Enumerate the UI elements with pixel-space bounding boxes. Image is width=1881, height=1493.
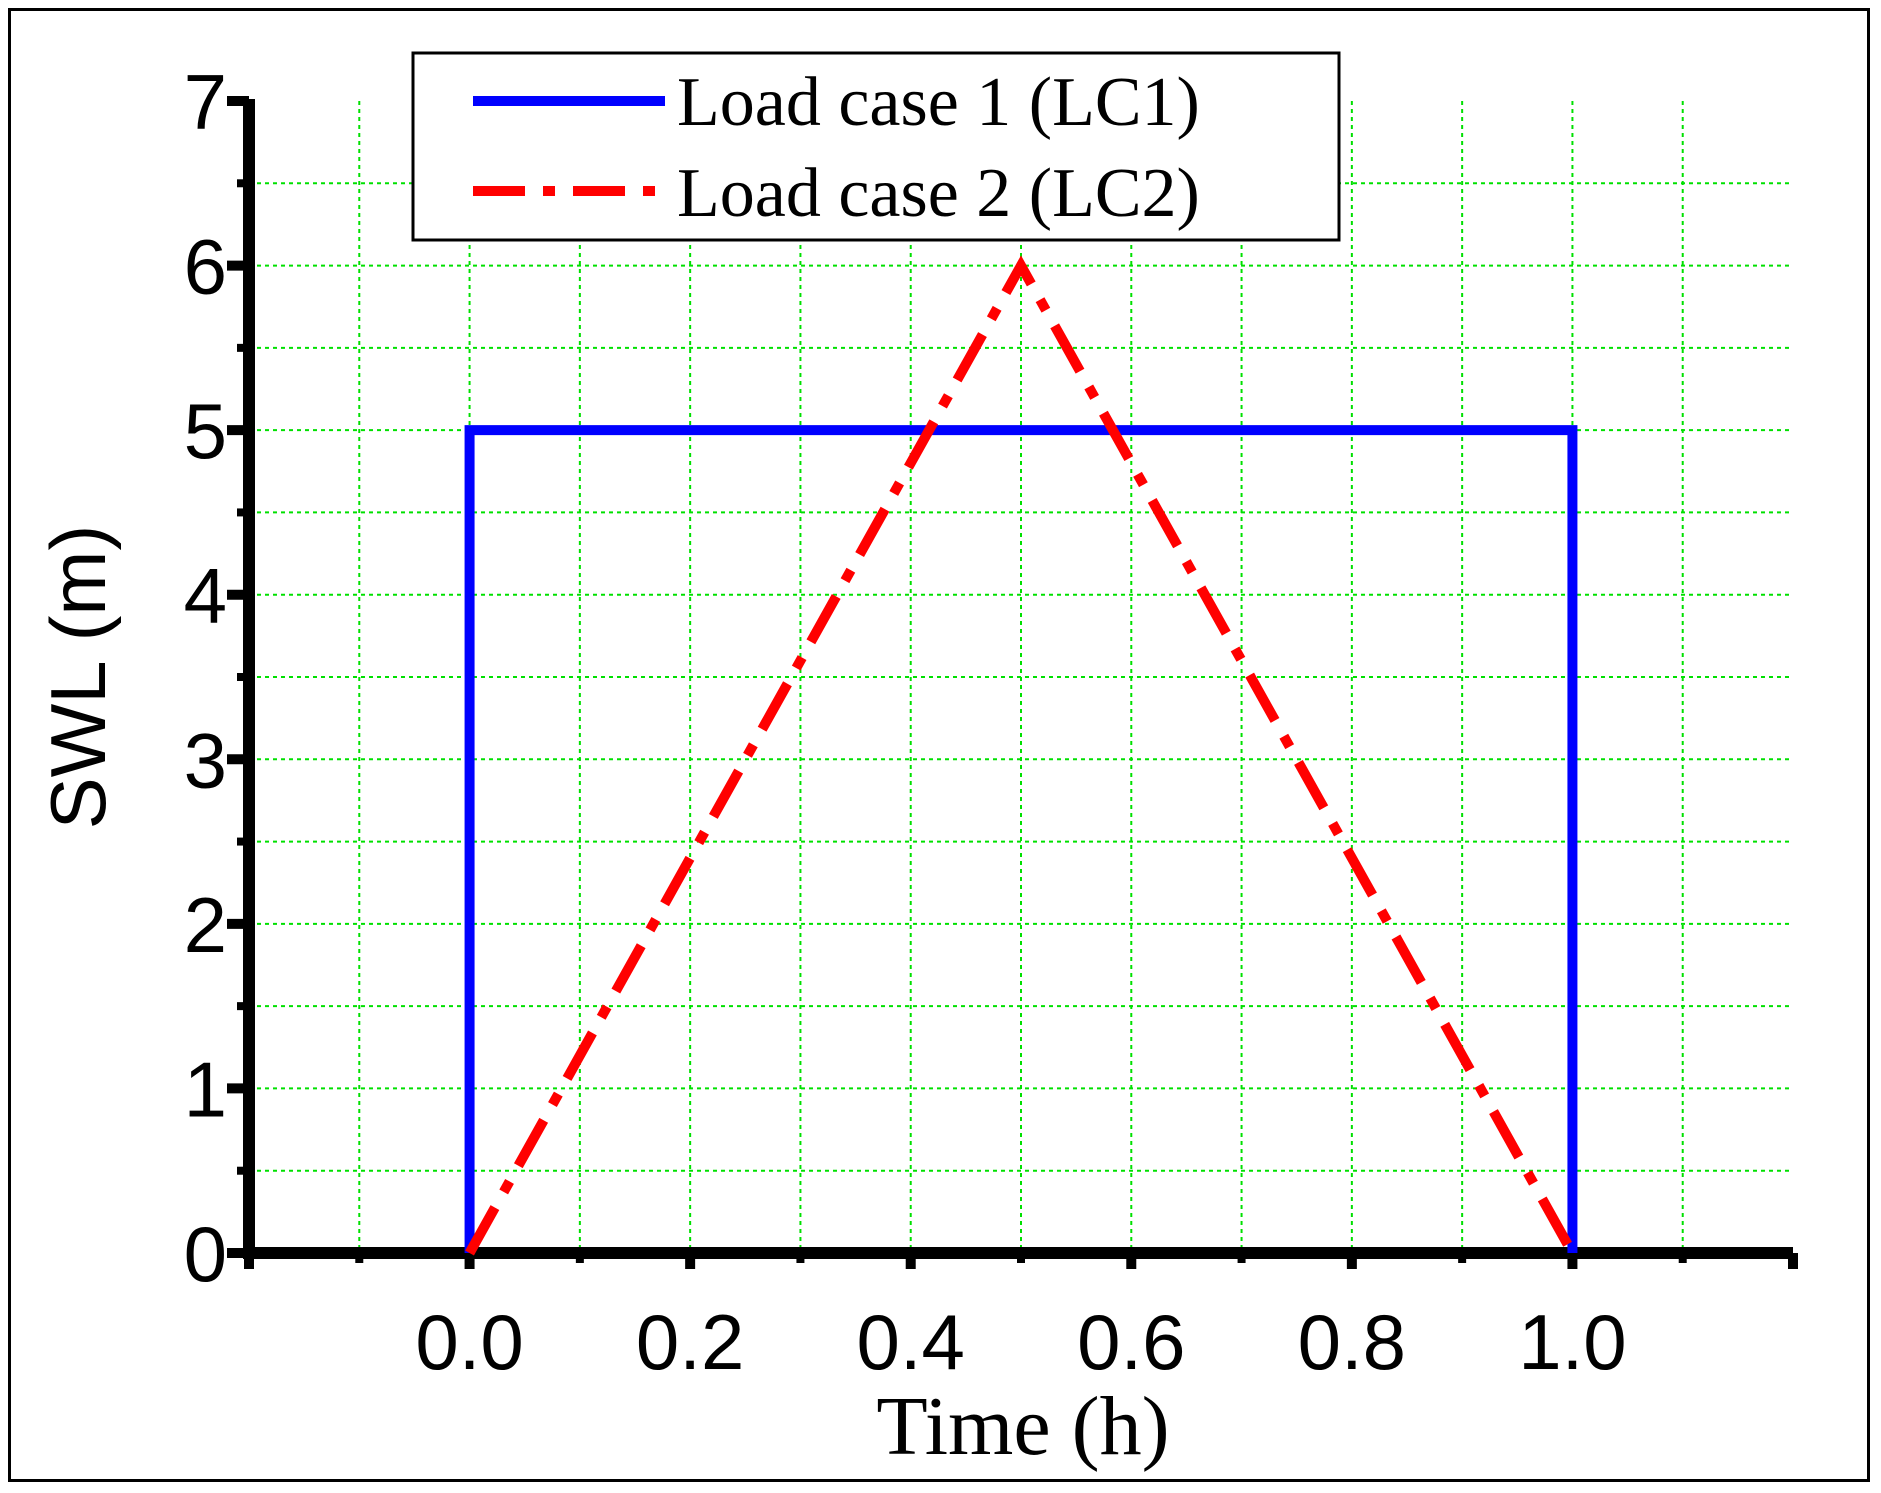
legend-label-lc1: Load case 1 (LC1) (677, 64, 1200, 141)
x-tick-label: 0.0 (415, 1298, 523, 1386)
x-tick-label: 0.8 (1298, 1298, 1406, 1386)
grid-layer (249, 101, 1793, 1253)
y-axis-title: SWL (m) (34, 525, 122, 830)
x-tick-label: 0.6 (1077, 1298, 1185, 1386)
chart-frame: 0.0 0.2 0.4 0.6 0.8 1.0 0 1 2 3 4 5 6 7 Time (h) SWL … (8, 8, 1870, 1482)
y-tick-label: 1 (184, 1045, 227, 1133)
series-line-lc2 (465, 255, 1577, 1256)
legend-label-lc2: Load case 2 (LC2) (677, 155, 1200, 232)
y-tick-label: 4 (184, 552, 227, 640)
line-chart: 0.0 0.2 0.4 0.6 0.8 1.0 0 1 2 3 4 5 6 7 Time (h) SWL … (34, 51, 1798, 1473)
series-line-lc1 (464, 425, 1578, 1253)
x-tick-label: 0.4 (856, 1298, 964, 1386)
x-tick-label: 1.0 (1518, 1298, 1626, 1386)
x-axis-title: Time (h) (876, 1380, 1169, 1473)
y-tick-label: 5 (184, 387, 227, 475)
y-tick-label: 2 (184, 881, 227, 969)
axes-layer (227, 96, 1798, 1269)
series-layer (464, 255, 1578, 1256)
tick-labels: 0.0 0.2 0.4 0.6 0.8 1.0 0 1 2 3 4 5 6 7 (184, 58, 1627, 1386)
x-tick-label: 0.2 (636, 1298, 744, 1386)
y-tick-label: 6 (184, 223, 227, 311)
y-tick-label: 3 (184, 716, 227, 804)
legend: Load case 1 (LC1) Load case 2 (LC2) (411, 51, 1341, 242)
legend-box (411, 51, 1341, 242)
y-tick-label: 0 (184, 1210, 227, 1298)
y-tick-label: 7 (184, 58, 227, 146)
